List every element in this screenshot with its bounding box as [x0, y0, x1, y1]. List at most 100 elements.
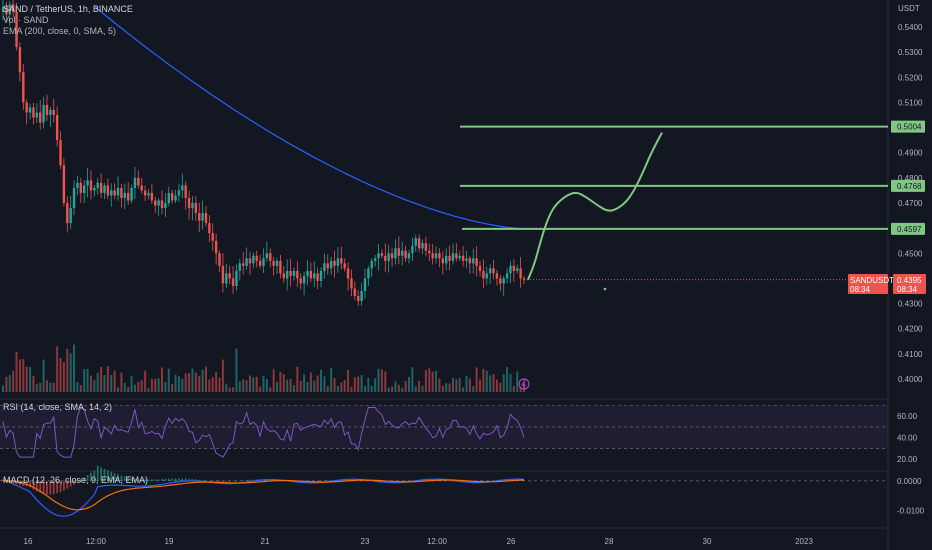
macd-hist-bar [167, 478, 170, 481]
price-tag-symbol: SANDUSDT [850, 276, 894, 285]
volume-bar [299, 380, 302, 392]
candle-body [465, 258, 468, 261]
candle-body [519, 268, 522, 279]
macd-signal-line [2, 479, 525, 511]
volume-bar [435, 370, 438, 392]
volume-bar [438, 378, 441, 392]
macd-hist-bar [401, 480, 404, 482]
volume-bar [56, 346, 59, 392]
candle-body [8, 4, 11, 15]
volume-bar [468, 378, 471, 392]
volume-bar [191, 368, 194, 392]
macd-hist-bar [323, 480, 326, 482]
volume-bar [387, 387, 390, 392]
projection-curve[interactable] [527, 132, 663, 281]
volume-bar [29, 366, 32, 392]
candle-body [411, 245, 414, 254]
macd-hist-bar [188, 478, 190, 481]
volume-bar [66, 348, 69, 392]
volume-bar [147, 387, 150, 392]
rsi-line [2, 406, 525, 458]
volume-bar [25, 366, 28, 392]
time-tick-label: 26 [507, 537, 516, 546]
volume-bar [391, 386, 394, 392]
price-axis[interactable]: 0.54000.53000.52000.51000.50000.49000.48… [898, 23, 923, 384]
candle-body [245, 258, 248, 266]
price-tick-label: 0.5400 [898, 23, 923, 32]
volume-bar [458, 378, 461, 392]
candle-body [289, 270, 292, 276]
rsi-legend[interactable]: RSI (14, close, SMA, 14, 2) [3, 402, 113, 412]
macd-hist-bar [56, 480, 59, 494]
candle-body [279, 260, 282, 274]
volume-bar [198, 376, 201, 392]
volume-bar [384, 371, 387, 392]
macd-hist-bar [150, 479, 153, 481]
volume-bar [204, 366, 207, 392]
candle-body [160, 200, 164, 209]
candle-body [343, 263, 346, 269]
volume-bar [177, 376, 180, 392]
price-tick-label: 0.4800 [898, 174, 923, 183]
macd-hist-bar [228, 480, 231, 482]
candle-body [417, 238, 421, 249]
volume-bar [133, 384, 136, 392]
candle-body [340, 258, 343, 264]
level-tag-box [891, 120, 925, 133]
candle-body [265, 253, 269, 259]
macd-hist-bar [404, 480, 407, 482]
volume-bar [374, 378, 377, 392]
volume-bar [45, 380, 48, 392]
volume-bar [472, 386, 475, 392]
macd-hist-bar [130, 477, 133, 481]
volume-bar [296, 366, 299, 392]
candle-body [367, 268, 370, 279]
macd-hist-bar [144, 479, 146, 481]
candle-body [407, 253, 411, 259]
candle-body [59, 140, 62, 166]
volume-bar [103, 375, 106, 392]
macd-hist-bar [86, 474, 89, 481]
volume-bars [2, 344, 525, 392]
macd-hist-bar [25, 480, 28, 487]
macd-hist-bar [164, 478, 167, 481]
volume-bar [380, 369, 383, 392]
volume-bar [475, 367, 478, 392]
candle-body [404, 250, 407, 259]
current-price-tag: SANDUSDT 08:34 0.4395 08:34 [848, 274, 926, 294]
lightning-icon[interactable] [518, 378, 530, 390]
legend-ema[interactable]: EMA (200, close, 0, SMA, 5) [3, 26, 117, 36]
volume-bar [12, 370, 15, 392]
legend-volume[interactable]: Vol · SAND [3, 15, 49, 25]
legend-symbol[interactable]: SAND / TetherUS, 1h, BINANCE [3, 4, 133, 14]
candle-body [370, 260, 373, 269]
candle-body [28, 107, 32, 113]
candle-body [505, 273, 509, 279]
candle-body [55, 115, 59, 141]
macd-hist-bar [35, 480, 38, 492]
horizontal-levels[interactable] [460, 125, 888, 230]
candle-body [126, 192, 130, 201]
candle-body [137, 177, 140, 186]
volume-bar [357, 376, 360, 392]
candle-body [123, 192, 126, 198]
candle-body [52, 109, 55, 115]
volume-bar [479, 379, 482, 392]
volume-bar [394, 381, 397, 392]
volume-bar [127, 387, 130, 392]
candle-body [66, 203, 69, 224]
macd-legend[interactable]: MACD (12, 26, close, 9, EMA, EMA) [3, 475, 149, 485]
volume-bar [42, 359, 45, 392]
macd-hist-bar [157, 479, 160, 481]
candle-body [22, 72, 25, 103]
candle-body [353, 288, 357, 297]
candle-body [221, 265, 225, 284]
price-axis-currency: USDT [898, 4, 920, 13]
time-axis[interactable]: 16 12:00 19 21 23 12:00 26 28 30 2023 [24, 537, 814, 546]
candle-body [174, 195, 177, 201]
candle-body [18, 47, 22, 73]
volume-bar [181, 378, 184, 392]
level-tag-label: 0.4597 [897, 225, 922, 234]
macd-hist-bar [225, 480, 228, 482]
